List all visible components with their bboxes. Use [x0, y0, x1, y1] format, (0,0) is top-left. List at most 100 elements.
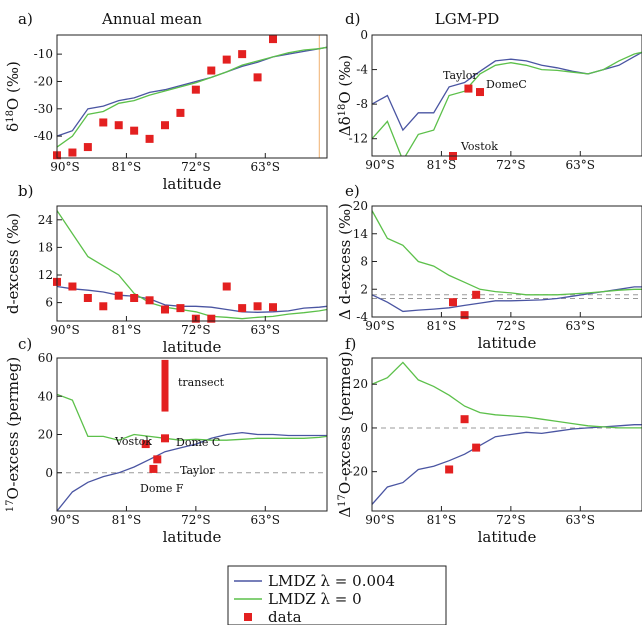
series-line-lmdz_0	[57, 210, 327, 320]
data-point	[207, 66, 216, 75]
panel-b: 24 18 12 6 90°S 81°S 72°S 63°S latitude d-excess …	[4, 182, 328, 356]
x-axis-label: latitude	[478, 528, 537, 546]
data-point	[238, 304, 247, 313]
y-tick-label: 40	[38, 389, 53, 403]
x-axis-label: latitude	[478, 334, 537, 352]
y-tick-label: -30	[34, 102, 53, 116]
y-tick-label: 60	[38, 351, 53, 365]
data-point	[99, 302, 108, 311]
x-tick-label: 63°S	[251, 160, 281, 174]
y-axis-label: δ18O (‰)	[4, 61, 22, 132]
y-tick-label: -4	[356, 63, 368, 77]
x-tick-label: 90°S	[365, 158, 395, 172]
series-line-lmdz_0	[372, 361, 642, 429]
data-point	[464, 84, 473, 93]
y-tick-label: 24	[38, 213, 54, 227]
y-tick-label: 18	[38, 240, 53, 254]
x-tick-label: 72°S	[181, 513, 211, 527]
data-point	[176, 108, 185, 117]
x-tick-label: 72°S	[496, 158, 526, 172]
legend-label: LMDZ λ = 0	[268, 590, 362, 608]
data-point	[145, 296, 154, 305]
x-tick-label: 81°S	[112, 160, 142, 174]
panel-a: -10 -20 -30 -40 90°S 81°S 72°S 63°S latitude δ18O…	[4, 10, 328, 193]
data-point	[472, 290, 481, 299]
data-point	[269, 35, 277, 44]
x-axis-label: latitude	[163, 528, 222, 546]
data-point	[153, 455, 162, 464]
x-tick-label: 81°S	[427, 513, 457, 527]
annotation-label: Vostok	[460, 140, 498, 153]
data-point	[99, 118, 108, 127]
data-point	[222, 282, 231, 291]
data-point	[83, 294, 92, 302]
data-point	[460, 311, 469, 320]
data-point	[460, 415, 469, 424]
annotation-label: Dome F	[140, 482, 184, 495]
x-tick-label: 63°S	[251, 323, 281, 337]
legend-label: LMDZ λ = 0.004	[268, 572, 395, 590]
y-tick-label: 6	[45, 296, 53, 310]
data-point	[161, 434, 169, 443]
data-point	[161, 121, 169, 130]
y-tick-label: -12	[349, 132, 368, 146]
series-line-lmdz_1	[372, 286, 642, 313]
x-tick-label: 81°S	[427, 319, 457, 333]
panel-label: f)	[345, 335, 356, 353]
data-point	[141, 440, 150, 449]
transect-bar	[161, 359, 169, 412]
annotation-label: Taylor	[180, 464, 215, 477]
panel-title: LGM-PD	[435, 10, 500, 28]
panel-label: d)	[345, 10, 360, 28]
plot-area	[57, 46, 327, 148]
annotation-label: Taylor	[443, 69, 478, 82]
plot-area	[57, 393, 327, 511]
panel-title: Annual mean	[101, 10, 202, 28]
data-point	[130, 126, 139, 135]
x-tick-label: 63°S	[566, 319, 596, 333]
data-point	[238, 50, 247, 59]
data-point	[191, 85, 200, 94]
data-point	[253, 73, 262, 82]
data-point	[68, 282, 77, 291]
y-tick-label: 0	[45, 466, 53, 480]
plot-area	[372, 361, 642, 505]
legend-label: data	[268, 608, 302, 625]
series-line-lmdz_1	[57, 431, 327, 511]
x-tick-label: 81°S	[427, 158, 457, 172]
legend-marker	[244, 613, 252, 621]
y-tick-label: 0	[360, 421, 368, 435]
data-point	[207, 314, 216, 323]
x-tick-label: 63°S	[566, 158, 596, 172]
y-tick-label: -10	[34, 47, 53, 61]
x-tick-label: 90°S	[50, 513, 80, 527]
data-point	[83, 143, 92, 152]
plot-area	[372, 210, 642, 313]
x-tick-label: 63°S	[251, 513, 281, 527]
plot-area	[57, 210, 327, 320]
panel-d: 0 -4 -8 -12 90°S 81°S 72°S 63°S Δδ18O (‰) d) LGM-P…	[336, 10, 642, 172]
x-tick-label: 72°S	[181, 323, 211, 337]
y-axis-label: d-excess (‰)	[4, 213, 22, 314]
series-line-lmdz_0	[372, 51, 642, 156]
plot-area	[372, 51, 642, 156]
data-point	[269, 303, 277, 312]
panel-c: 60 40 20 0 90°S 81°S 72°S 63°S latitude 17O-exces…	[4, 335, 328, 546]
panel-f: 20 0 -20 90°S 81°S 72°S 63°S latitude Δ17O-exces…	[336, 335, 642, 546]
panel-label: b)	[18, 182, 33, 200]
y-axis-label: Δδ18O (‰)	[336, 55, 354, 137]
annotation-label: Vostok	[114, 435, 152, 448]
series-line-lmdz_0	[372, 210, 642, 296]
series-line-lmdz_1	[57, 46, 327, 137]
data-point	[114, 291, 123, 300]
data-point	[472, 443, 481, 452]
axes-frame	[56, 205, 328, 322]
series-line-lmdz_0	[57, 393, 327, 441]
data-point	[149, 464, 158, 473]
x-tick-label: 90°S	[365, 319, 395, 333]
axes-frame	[371, 34, 642, 157]
y-tick-label: -20	[34, 74, 53, 88]
data-point	[176, 304, 185, 313]
